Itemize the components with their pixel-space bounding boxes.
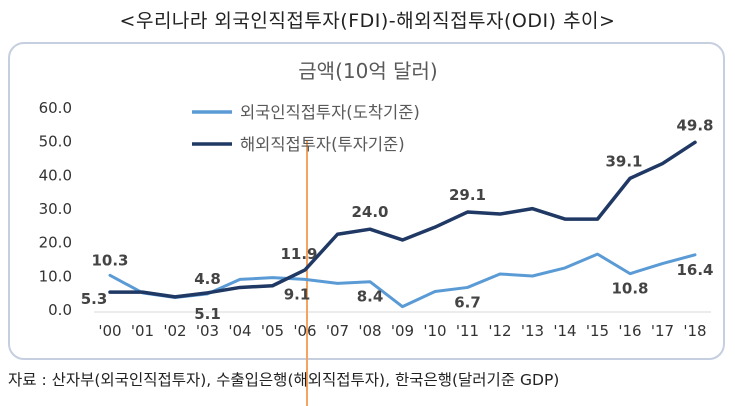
legend-label: 외국인직접투자(도착기준) (240, 103, 420, 122)
y-tick-label: 10.0 (39, 267, 72, 285)
series-line-odi (108, 140, 697, 299)
chart-title: 금액(10억 달러) (298, 59, 437, 83)
page-title: <우리나라 외국인직접투자(FDI)-해외직접투자(ODI) 추이> (119, 10, 616, 32)
x-tick-label: '09 (391, 322, 414, 340)
data-label: 16.4 (676, 261, 713, 279)
data-label: 8.4 (357, 288, 384, 306)
data-label: 10.3 (91, 251, 128, 269)
x-tick-label: '10 (423, 322, 446, 340)
data-label: 9.1 (284, 285, 311, 303)
data-label: 10.8 (611, 280, 648, 298)
data-label: 49.8 (676, 116, 713, 134)
x-tick-label: '13 (521, 322, 544, 340)
data-label: 39.1 (605, 152, 642, 170)
x-tick-label: '15 (586, 322, 609, 340)
data-label: 11.9 (280, 245, 317, 263)
y-tick-label: 50.0 (39, 133, 72, 151)
x-tick-label: '12 (488, 322, 511, 340)
x-tick-label: '14 (553, 322, 576, 340)
x-tick-label: '16 (618, 322, 641, 340)
y-tick-label: 0.0 (48, 301, 72, 319)
x-tick-label: '17 (651, 322, 674, 340)
y-tick-label: 20.0 (39, 234, 72, 252)
legend-label: 해외직접투자(투자기준) (240, 135, 405, 154)
x-tick-label: '01 (131, 322, 154, 340)
x-tick-label: '03 (196, 322, 219, 340)
x-tick-label: '06 (293, 322, 316, 340)
x-tick-label: '02 (163, 322, 186, 340)
chart-frame (8, 42, 725, 360)
data-label: 24.0 (351, 203, 388, 221)
data-label: 6.7 (454, 293, 481, 311)
y-tick-label: 30.0 (39, 200, 72, 218)
data-label: 29.1 (449, 186, 486, 204)
x-tick-label: '18 (683, 322, 706, 340)
source-note: 자료 : 산자부(외국인직접투자), 수출입은행(해외직접투자), 한국은행(달… (8, 371, 560, 389)
y-tick-label: 60.0 (39, 99, 72, 117)
data-label: 4.8 (194, 270, 221, 288)
x-tick-label: '08 (358, 322, 381, 340)
x-tick-label: '05 (261, 322, 284, 340)
y-tick-label: 40.0 (39, 166, 72, 184)
x-tick-label: '11 (456, 322, 479, 340)
x-tick-label: '07 (326, 322, 349, 340)
data-label: 5.1 (194, 305, 221, 323)
data-label: 5.3 (81, 290, 108, 308)
x-tick-label: '00 (98, 322, 121, 340)
x-tick-label: '04 (228, 322, 251, 340)
